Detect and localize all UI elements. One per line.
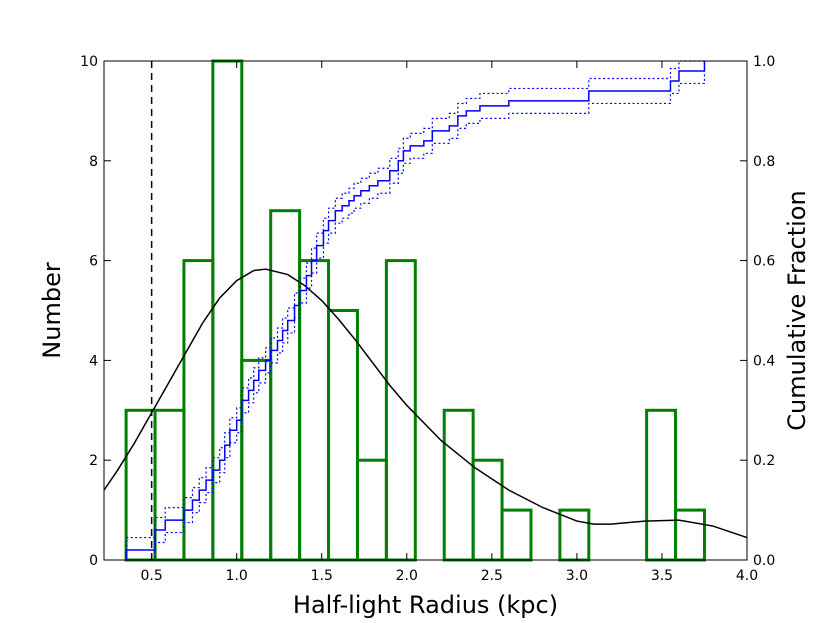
x-tick-label: 2.5 xyxy=(481,568,503,584)
histogram-bar-1 xyxy=(153,408,186,562)
cumulative-line xyxy=(125,61,706,560)
plot-area xyxy=(103,59,748,562)
histogram-bar-3 xyxy=(211,59,244,562)
y-tick-label: 4 xyxy=(89,353,98,369)
histogram-bar-4 xyxy=(240,358,273,562)
histogram-layer xyxy=(124,59,706,562)
y-tick-label: 10 xyxy=(80,54,98,70)
y2-tick-label: 1.0 xyxy=(753,54,775,70)
histogram-bar-13 xyxy=(500,508,533,562)
y2-tick-label: 0.0 xyxy=(753,553,775,569)
x-axis: 0.5 1.0 1.5 2.0 2.5 3.0 3.5 4.0 xyxy=(140,61,758,584)
x-axis-title: Half-light Radius (kpc) xyxy=(293,591,558,619)
histogram-bar-12 xyxy=(471,458,504,562)
y-tick-label: 8 xyxy=(89,154,98,170)
y-axis-right: 0.0 0.2 0.4 0.6 0.8 1.0 xyxy=(740,54,775,569)
histogram-bar-8 xyxy=(355,458,388,562)
histogram-bar-5 xyxy=(269,209,302,562)
y-tick-label: 2 xyxy=(89,453,98,469)
cumulative-layer xyxy=(125,60,706,561)
plot-frame xyxy=(103,60,748,561)
histogram-bar-2 xyxy=(182,259,215,562)
histogram-bar-15 xyxy=(558,508,591,562)
y2-axis-title: Cumulative Fraction xyxy=(783,190,811,430)
fit-curve xyxy=(103,268,748,539)
x-tick-label: 0.5 xyxy=(140,568,162,584)
x-tick-label: 3.5 xyxy=(651,568,673,584)
y-axis-title: Number xyxy=(38,262,66,359)
histogram-bar-11 xyxy=(442,408,475,562)
histogram-bar-18 xyxy=(645,408,678,562)
histogram-bar-6 xyxy=(298,259,331,562)
y2-tick-label: 0.2 xyxy=(753,453,775,469)
x-tick-label: 1.5 xyxy=(311,568,333,584)
y2-tick-label: 0.8 xyxy=(753,154,775,170)
fit-curve-layer xyxy=(103,268,748,539)
y2-tick-label: 0.6 xyxy=(753,254,775,270)
cumulative-lower-bound xyxy=(126,73,706,561)
histogram-bar-19 xyxy=(674,508,706,562)
histogram-bar-7 xyxy=(327,309,359,562)
x-tick-label: 4.0 xyxy=(736,568,758,584)
x-tick-label: 1.0 xyxy=(226,568,248,584)
y2-tick-label: 0.4 xyxy=(753,353,775,369)
y-axis-left: 0 2 4 6 8 10 xyxy=(80,54,111,569)
y-tick-label: 6 xyxy=(89,254,98,270)
y-tick-label: 0 xyxy=(89,553,98,569)
x-tick-label: 3.0 xyxy=(566,568,588,584)
x-tick-label: 2.0 xyxy=(396,568,418,584)
cumulative-upper-bound xyxy=(125,60,705,560)
